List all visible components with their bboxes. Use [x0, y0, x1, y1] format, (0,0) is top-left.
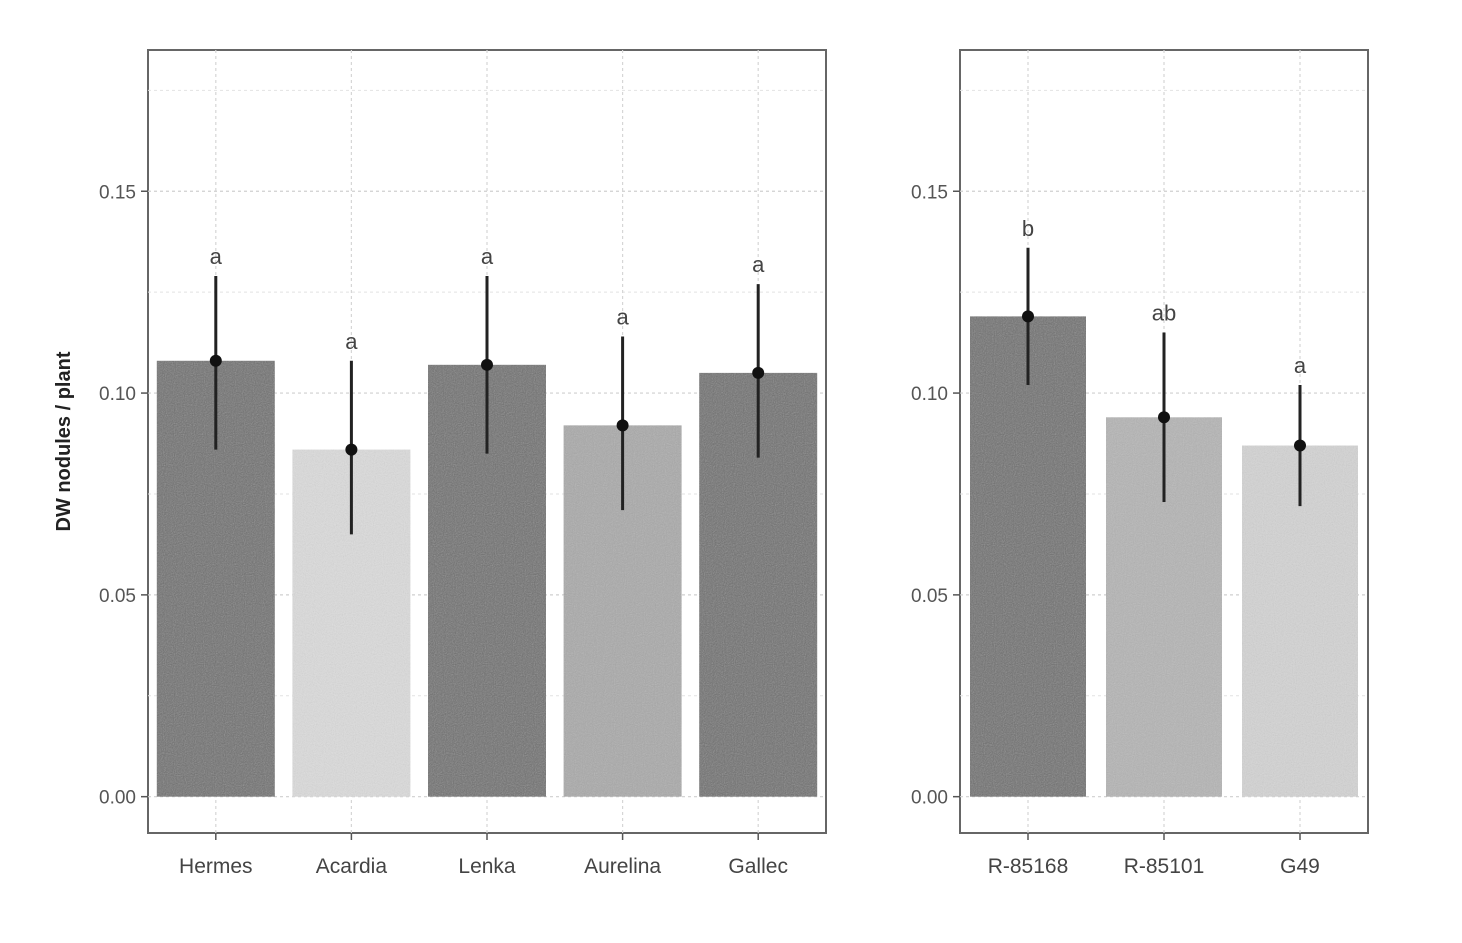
mean-point [752, 366, 765, 379]
y-axis-label: DW nodules / plant [53, 351, 75, 531]
y-tick-label: 0.10 [911, 384, 948, 405]
mean-point [1022, 310, 1034, 323]
mean-point [481, 358, 493, 371]
x-tick-label: Acardia [316, 855, 388, 878]
bar-R-85168 [970, 316, 1086, 797]
x-tick-label: Hermes [179, 855, 253, 878]
mean-point [209, 354, 222, 367]
mean-point [1158, 411, 1170, 424]
x-tick-label: Gallec [728, 855, 788, 878]
y-tick-label: 0.05 [911, 586, 948, 607]
mean-point [1294, 439, 1306, 452]
significance-letter: a [210, 244, 223, 269]
panel-1: 0.00 0.05 0.10 0.15 a a a a a Hermes Acardia Lenka A… [53, 49, 827, 878]
x-tick-label: R-85168 [988, 855, 1069, 878]
significance-letter: a [616, 305, 629, 330]
significance-letter: a [345, 329, 358, 354]
panel-2: 0.00 0.05 0.10 0.15 b ab a R-85168 R-85101 G49 [911, 49, 1369, 878]
x-tick-label: R-85101 [1124, 855, 1205, 878]
significance-letter: ab [1152, 301, 1176, 326]
y-tick-label: 0.10 [99, 384, 136, 405]
x-tick-label: Lenka [458, 855, 516, 878]
y-tick-label: 0.15 [99, 182, 136, 203]
y-tick-label: 0.00 [911, 788, 948, 809]
significance-letter: a [752, 252, 765, 277]
x-tick-label: G49 [1280, 855, 1320, 878]
mean-point [616, 419, 629, 432]
significance-letter: b [1022, 216, 1034, 241]
mean-point [345, 443, 358, 456]
y-tick-label: 0.15 [911, 182, 948, 203]
y-tick-label: 0.05 [99, 586, 136, 607]
x-tick-label: Aurelina [584, 855, 661, 878]
significance-letter: a [1294, 353, 1307, 378]
y-tick-label: 0.00 [99, 788, 136, 809]
significance-letter: a [481, 244, 494, 269]
